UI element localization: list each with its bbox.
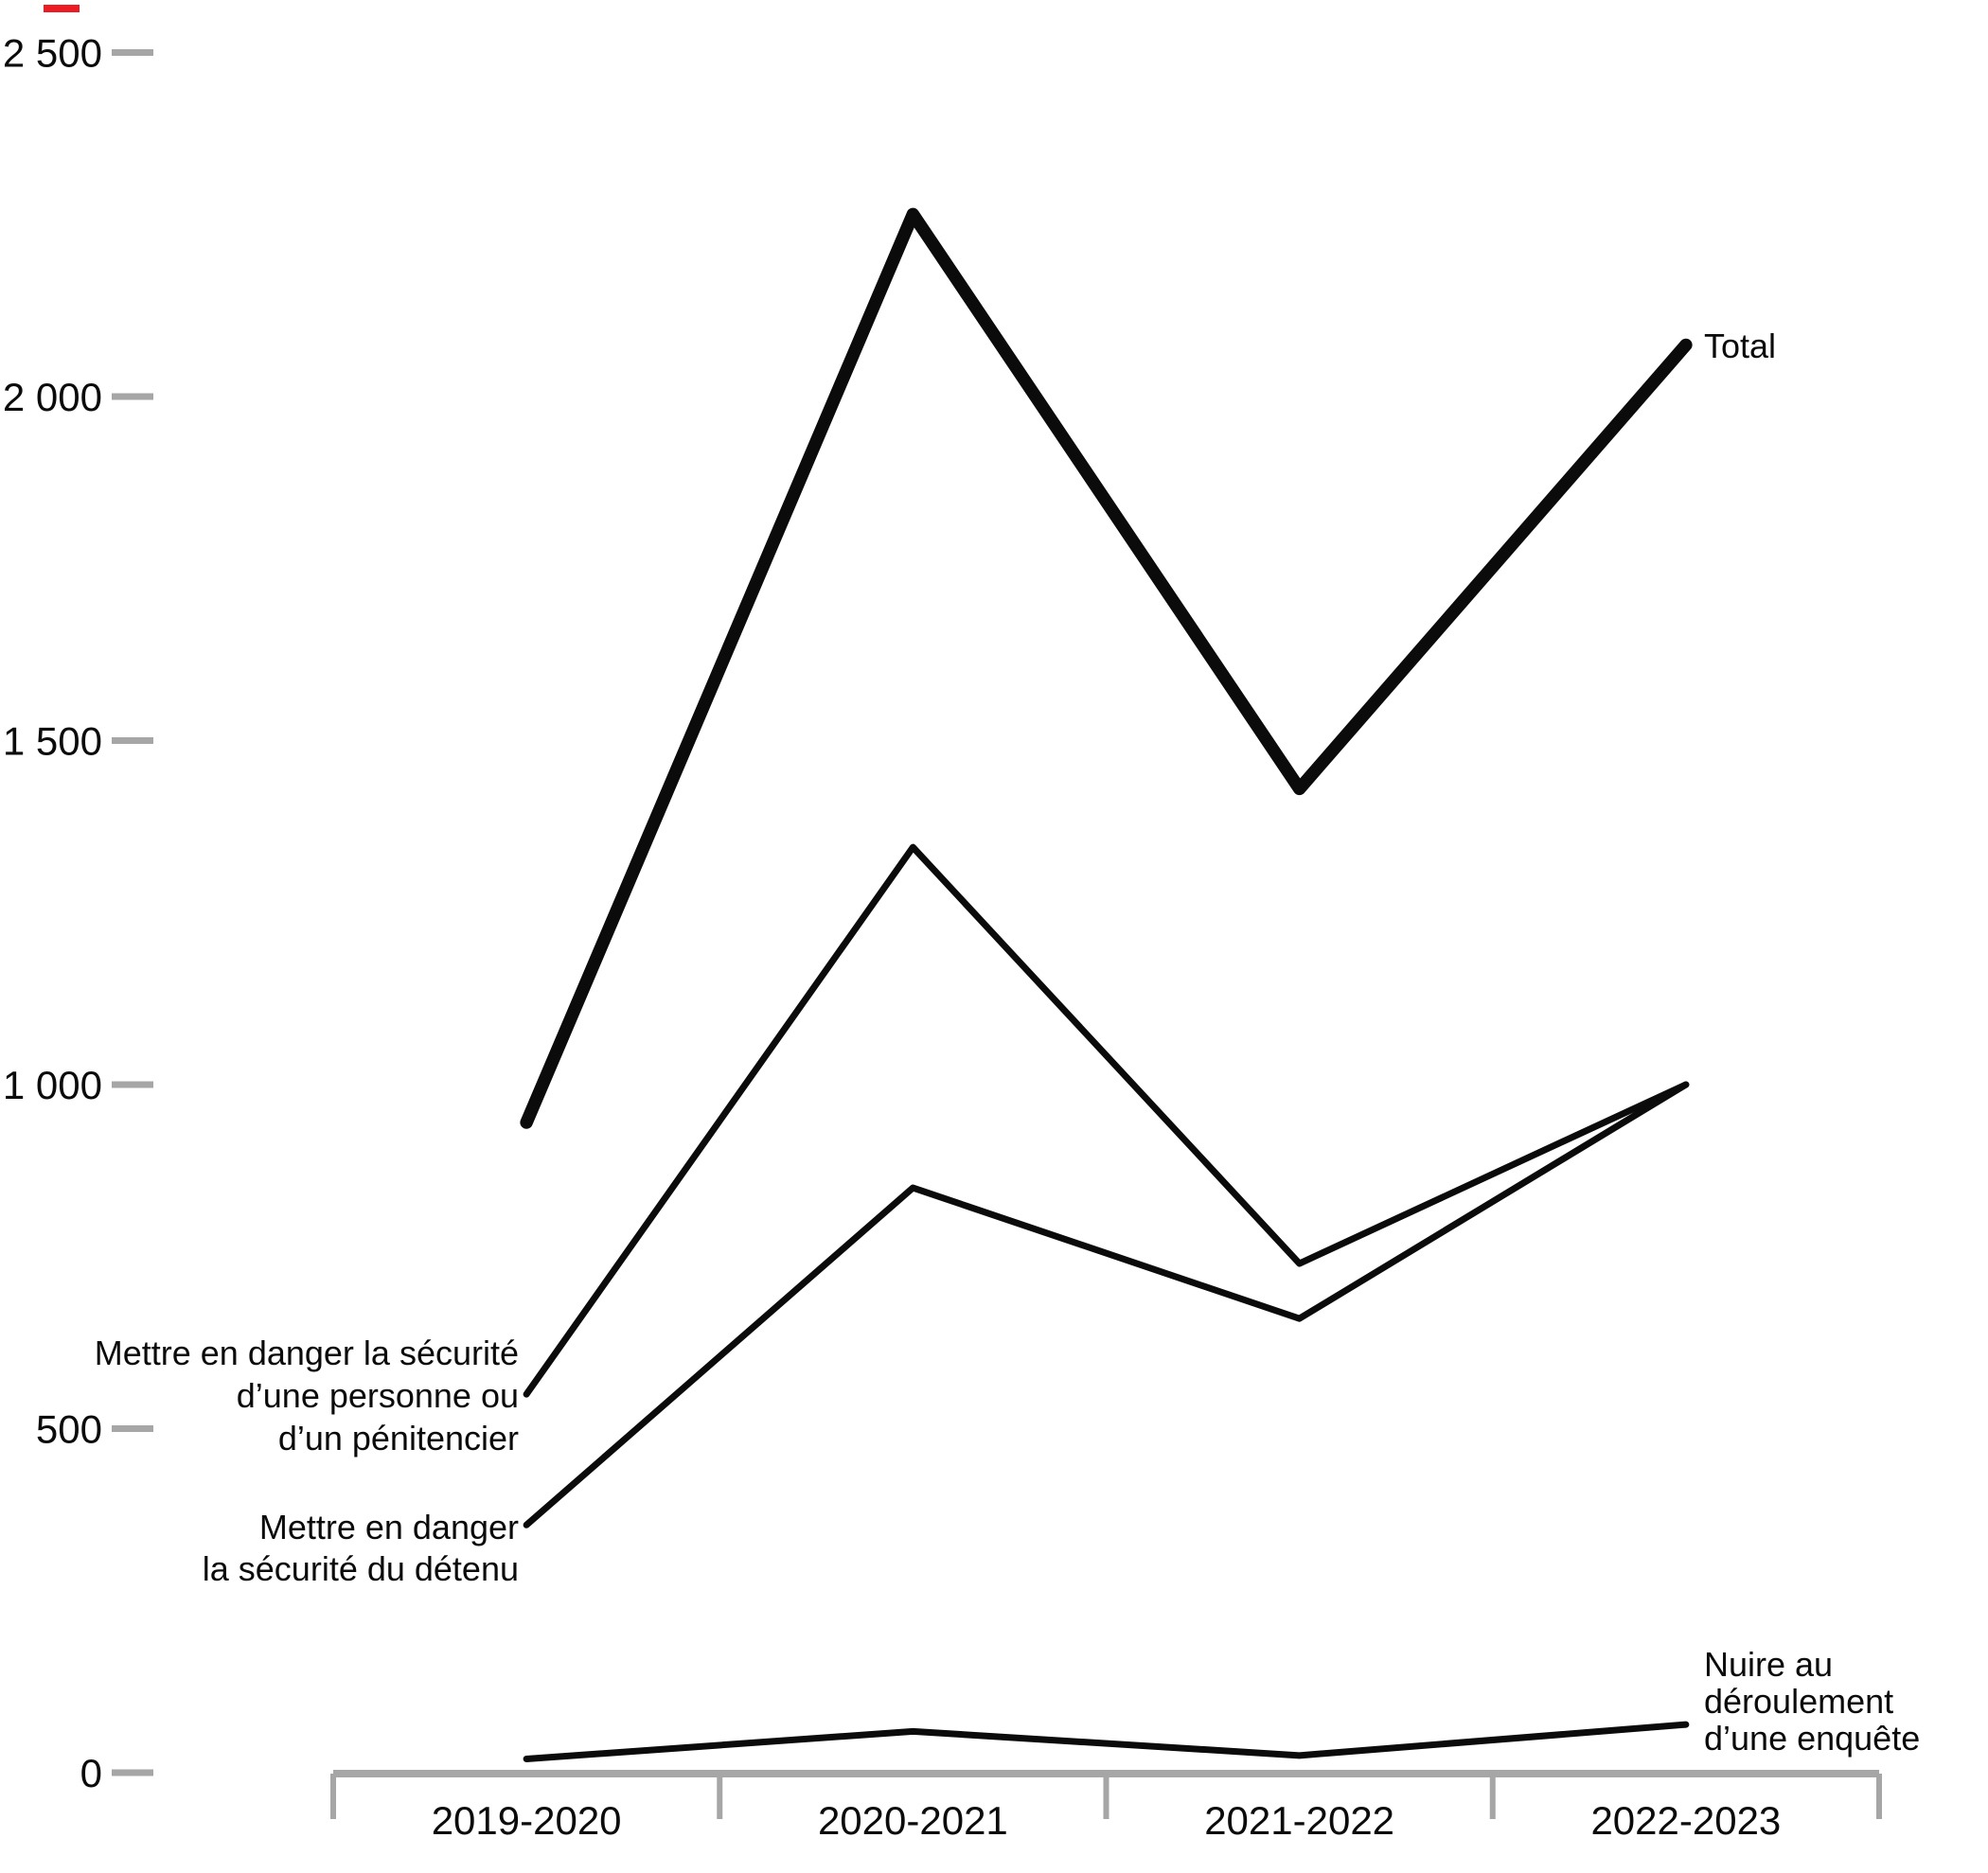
x-tick-label: 2022-2023 xyxy=(1590,1798,1781,1843)
series-label-line: déroulement xyxy=(1704,1682,1893,1721)
series-line-total xyxy=(520,207,1693,1129)
series-label-line: d’un pénitencier xyxy=(278,1419,519,1458)
y-tick-label: 500 xyxy=(36,1407,102,1452)
series-line-enquete xyxy=(523,1721,1690,1762)
series-line-personne-penitencier xyxy=(523,843,1690,1398)
series-label-total: Total xyxy=(1704,327,1776,365)
series-label-detenu: Mettre en danger la sécurité du détenu xyxy=(203,1508,519,1588)
x-tick-label: 2019-2020 xyxy=(432,1798,622,1843)
y-tick-label: 0 xyxy=(80,1751,102,1795)
y-tick-label: 1 500 xyxy=(3,719,102,764)
series-line-detenu xyxy=(523,1081,1690,1528)
series-label-line: Mettre en danger xyxy=(259,1508,519,1546)
y-tick-label: 2 000 xyxy=(3,375,102,419)
y-tick-label: 1 000 xyxy=(3,1063,102,1107)
series-label-line: la sécurité du détenu xyxy=(203,1549,519,1588)
y-axis: 2 500 2 000 1 500 1 000 500 0 xyxy=(3,31,153,1795)
series-label-line: Total xyxy=(1704,327,1776,365)
series-label-enquete: Nuire au déroulement d’une enquête xyxy=(1704,1645,1920,1758)
red-mark xyxy=(44,5,80,12)
series-label-line: Mettre en danger la sécurité xyxy=(95,1334,519,1372)
y-tick-label: 2 500 xyxy=(3,31,102,76)
series-label-line: d’une personne ou xyxy=(237,1376,519,1415)
x-tick-label: 2020-2021 xyxy=(818,1798,1008,1843)
series-label-personne-penitencier: Mettre en danger la sécurité d’une person… xyxy=(95,1334,519,1458)
x-axis: 2019-2020 2020-2021 2021-2022 2022-2023 xyxy=(330,1770,1882,1843)
series-label-line: Nuire au xyxy=(1704,1645,1833,1684)
x-tick-label: 2021-2022 xyxy=(1204,1798,1394,1843)
series-label-line: d’une enquête xyxy=(1704,1719,1920,1758)
